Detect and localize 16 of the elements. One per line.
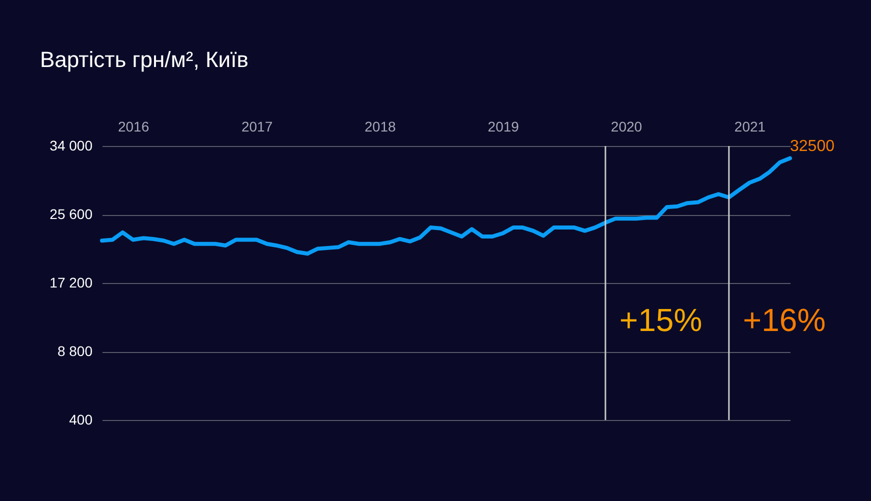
x-tick-label: 2020	[610, 118, 642, 134]
line-series	[100, 156, 792, 256]
x-tick-label: 2019	[488, 118, 520, 134]
x-tick-label: 2018	[364, 118, 396, 134]
y-tick-label: 8 800	[57, 343, 93, 359]
x-tick-label: 2016	[118, 118, 150, 134]
x-tick-label: 2017	[241, 118, 273, 134]
y-tick-label: 34 000	[50, 138, 93, 154]
data-label: 32500	[790, 138, 835, 156]
annotation: +16%	[742, 302, 826, 338]
annotation: +15%	[619, 302, 702, 338]
y-tick-label: 400	[69, 412, 93, 428]
x-tick-label: 2021	[734, 118, 766, 134]
y-tick-label: 25 600	[50, 206, 93, 222]
y-tick-label: 17 200	[50, 274, 93, 290]
chart-title: Вартість грн/м², Київ	[40, 47, 248, 72]
